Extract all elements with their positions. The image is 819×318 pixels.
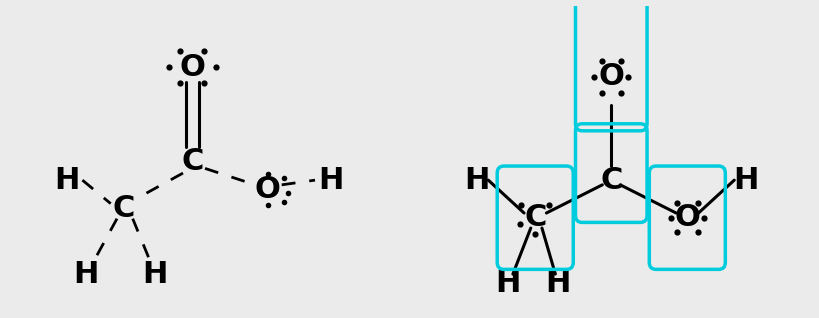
Text: C: C [112, 194, 134, 223]
Text: H: H [73, 259, 98, 288]
Text: H: H [495, 269, 520, 298]
Text: H: H [464, 166, 489, 195]
Text: O: O [255, 175, 280, 204]
Text: H: H [318, 166, 343, 195]
Text: H: H [732, 166, 758, 195]
Text: O: O [179, 53, 205, 82]
Text: O: O [673, 203, 699, 232]
Text: O: O [598, 62, 623, 91]
Text: H: H [142, 259, 167, 288]
Text: C: C [523, 203, 545, 232]
Text: H: H [54, 166, 79, 195]
Text: C: C [181, 147, 203, 176]
Text: C: C [600, 166, 622, 195]
Text: H: H [545, 269, 569, 298]
